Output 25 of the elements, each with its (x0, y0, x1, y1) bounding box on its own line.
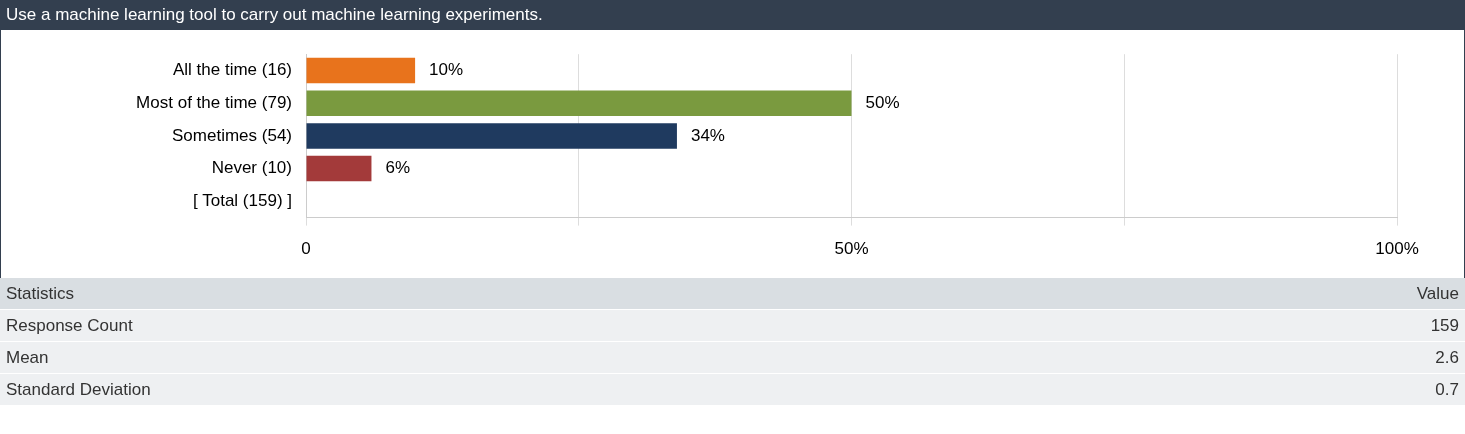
text: 159 (1088, 309, 1465, 342)
text: Standard Deviation (0, 373, 1089, 406)
bar (306, 123, 677, 149)
text: Mean (0, 341, 1089, 374)
bar (306, 155, 372, 182)
chart-title: Use a machine learning tool to carry out machine learning experiments. (0, 0, 1465, 30)
x-tick-label: 50% (834, 239, 869, 259)
text: Statistics (0, 278, 1089, 310)
y-tick-label: [ Total (159) ] (193, 190, 292, 210)
text: Value (1088, 278, 1465, 310)
bar (306, 57, 416, 84)
data-label: 10% (429, 60, 464, 80)
text: 0.7 (1088, 373, 1465, 406)
text: 2.6 (1088, 341, 1465, 374)
data-label: 50% (865, 92, 900, 112)
text: Response Count (0, 309, 1089, 342)
x-tick-label: 0 (301, 239, 311, 259)
y-tick-label: Sometimes (54) (172, 125, 292, 145)
data-label: 34% (690, 125, 725, 145)
y-tick-label: Most of the time (79) (136, 92, 292, 112)
x-tick-label: 100% (1375, 239, 1419, 259)
data-label: 6% (385, 158, 411, 178)
y-tick-label: All the time (16) (172, 60, 292, 80)
bar (306, 90, 852, 116)
y-tick-label: Never (10) (211, 158, 292, 178)
